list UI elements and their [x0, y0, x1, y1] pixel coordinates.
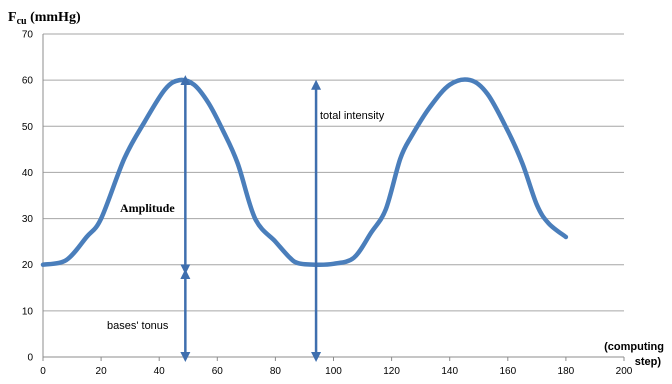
x-tick-200: 200 — [616, 366, 633, 377]
annotation-amplitude: Amplitude — [120, 201, 175, 215]
x-tick-labels: 0 20 40 60 80 100 120 140 160 180 200 — [40, 366, 633, 377]
x-tick-160: 160 — [499, 366, 516, 377]
x-axis-label-line2: step) — [635, 356, 662, 368]
y-tick-0: 0 — [27, 353, 33, 364]
annotation-arrows — [180, 75, 322, 362]
y-tick-60: 60 — [22, 76, 34, 87]
x-tick-20: 20 — [96, 366, 108, 377]
series-group — [40, 77, 569, 268]
x-tick-180: 180 — [558, 366, 575, 377]
grid-lines — [43, 33, 624, 312]
y-tick-20: 20 — [22, 260, 34, 271]
x-tick-140: 140 — [441, 366, 458, 377]
axes — [42, 34, 625, 361]
y-tick-70: 70 — [22, 30, 34, 41]
y-tick-10: 10 — [22, 306, 34, 317]
x-axis-label-line1: (computing — [604, 341, 664, 353]
y-axis-label: Fcu (mmHg) — [8, 10, 81, 27]
annotation-bases-tonus: bases' tonus — [107, 320, 169, 332]
x-tick-120: 120 — [383, 366, 400, 377]
annotation-total-intensity: total intensity — [320, 110, 385, 122]
y-tick-30: 30 — [22, 214, 34, 225]
y-tick-50: 50 — [22, 122, 34, 133]
x-tick-100: 100 — [325, 366, 342, 377]
x-tick-40: 40 — [154, 366, 166, 377]
series-line-0 — [40, 77, 569, 268]
x-tick-0: 0 — [40, 366, 46, 377]
y-tick-40: 40 — [22, 168, 34, 179]
y-tick-labels: 0 10 20 30 40 50 60 70 — [22, 30, 34, 364]
x-tick-60: 60 — [212, 366, 224, 377]
x-tick-80: 80 — [270, 366, 282, 377]
